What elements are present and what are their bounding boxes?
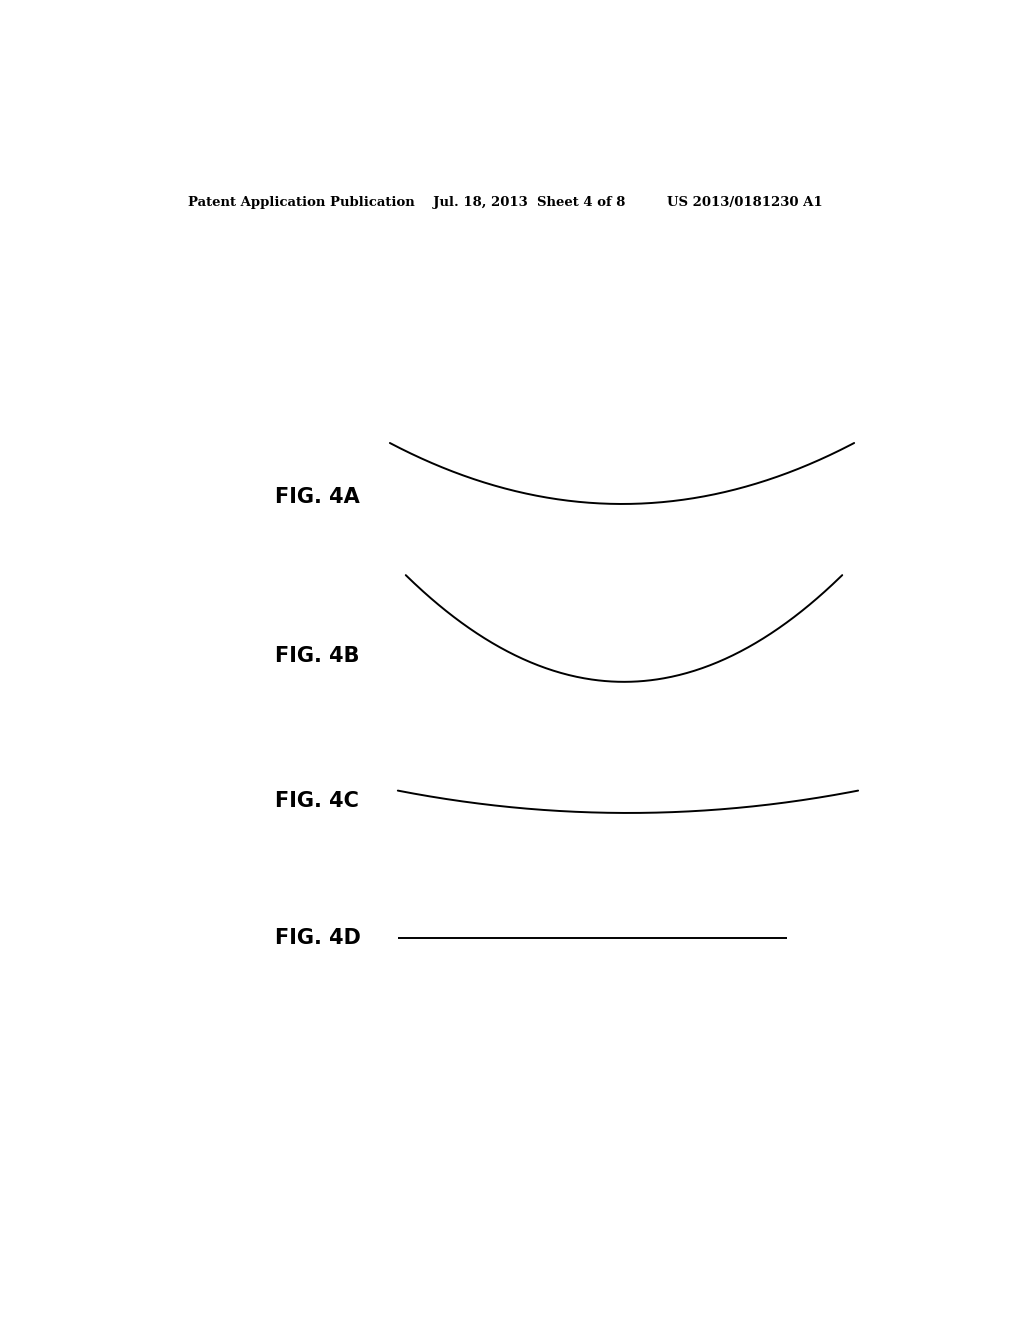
- Text: Patent Application Publication    Jul. 18, 2013  Sheet 4 of 8         US 2013/01: Patent Application Publication Jul. 18, …: [187, 195, 822, 209]
- Text: FIG. 4C: FIG. 4C: [274, 791, 358, 810]
- Text: FIG. 4A: FIG. 4A: [274, 487, 359, 507]
- Text: FIG. 4D: FIG. 4D: [274, 928, 360, 948]
- Text: FIG. 4B: FIG. 4B: [274, 647, 359, 667]
